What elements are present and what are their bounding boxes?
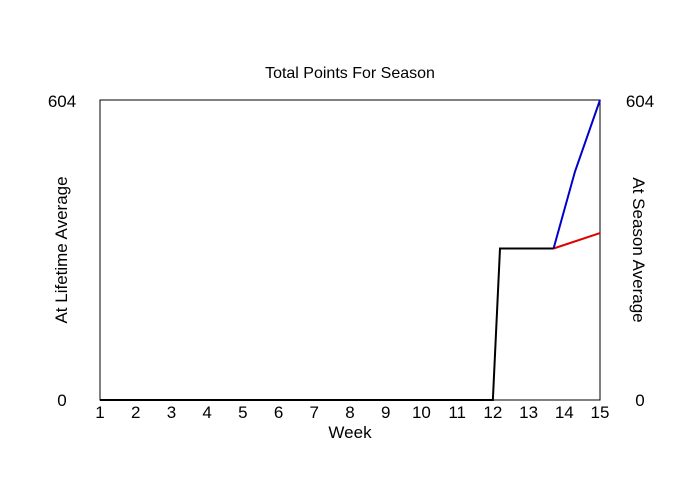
series-line-actual bbox=[100, 247, 554, 401]
x-tick-label: 5 bbox=[238, 403, 247, 422]
x-tick-label: 1 bbox=[95, 403, 104, 422]
series-line-lifetime bbox=[552, 99, 601, 249]
x-tick-label: 14 bbox=[555, 403, 574, 422]
x-tick-label: 10 bbox=[412, 403, 431, 422]
y-tick-right-bottom: 0 bbox=[635, 391, 644, 410]
x-tick-label: 8 bbox=[345, 403, 354, 422]
x-tick-label: 9 bbox=[381, 403, 390, 422]
y-tick-left-top: 604 bbox=[48, 92, 76, 111]
x-tick-label: 4 bbox=[202, 403, 211, 422]
series-layer bbox=[100, 99, 601, 401]
y-tick-right-top: 604 bbox=[626, 92, 654, 111]
x-tick-label: 7 bbox=[310, 403, 319, 422]
x-tick-labels: 1 2 3 4 5 6 7 8 9 10 11 12 13 14 15 bbox=[95, 403, 609, 422]
x-tick-label: 12 bbox=[483, 403, 502, 422]
chart-title: Total Points For Season bbox=[265, 65, 435, 82]
x-axis-label: Week bbox=[328, 423, 372, 442]
y-tick-left-bottom: 0 bbox=[57, 391, 66, 410]
x-tick-label: 6 bbox=[274, 403, 283, 422]
series-line-season bbox=[553, 232, 601, 250]
x-tick-label: 11 bbox=[448, 403, 466, 422]
x-tick-label: 15 bbox=[591, 403, 610, 422]
y-axis-label-right: At Season Average bbox=[629, 177, 648, 322]
x-tick-label: 3 bbox=[167, 403, 176, 422]
x-tick-label: 2 bbox=[131, 403, 140, 422]
y-axis-label-left: At Lifetime Average bbox=[52, 176, 71, 323]
plot-frame bbox=[99, 99, 601, 401]
x-tick-label: 13 bbox=[519, 403, 538, 422]
